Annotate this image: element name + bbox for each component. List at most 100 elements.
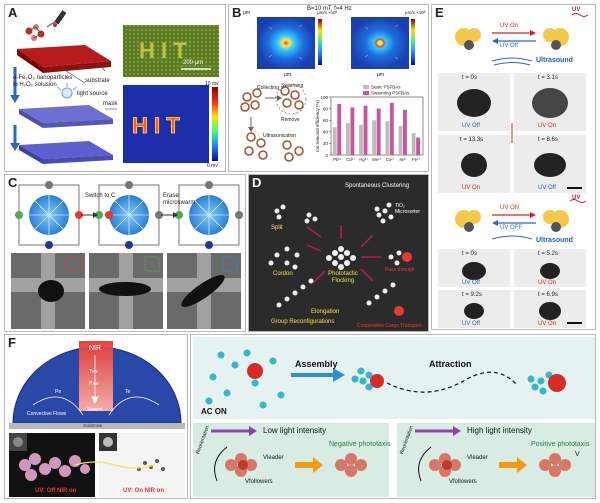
d-spontaneous: Spontaneous Clustering bbox=[345, 183, 410, 189]
dropper-icon bbox=[53, 10, 67, 27]
g-attraction: Attraction bbox=[429, 359, 472, 369]
e-top-schematic bbox=[455, 13, 589, 66]
x-tick-label: Pb²⁺ bbox=[333, 157, 342, 162]
legend-label: Swarming PSFBAs bbox=[371, 91, 410, 96]
e-top-uv-label: UV bbox=[572, 7, 581, 13]
e-bottom-uv-off: UV OFF bbox=[500, 225, 522, 231]
bar-static bbox=[372, 120, 377, 155]
label-scale-bar: 200 μm bbox=[183, 60, 204, 66]
label-substrate: substrate bbox=[85, 78, 110, 84]
lamp-icon bbox=[56, 83, 78, 99]
bar-swarming bbox=[363, 105, 368, 155]
c-step2-label: Erase microswarm bbox=[163, 193, 196, 206]
g-v-right: V bbox=[575, 451, 580, 458]
panel-d: D Spontaneous Clusteri bbox=[248, 174, 429, 332]
e-bot-f3-state: UV On bbox=[538, 321, 557, 327]
y-axis-label: Ion removal efficiency (%) bbox=[315, 100, 320, 152]
g-high-intensity: High light intensity bbox=[467, 426, 532, 435]
e-bot-f1-time: t = 5.2s bbox=[538, 251, 558, 257]
g-vfollowers-right: Vfollowers bbox=[449, 479, 477, 485]
bar-static bbox=[332, 127, 337, 155]
e-top-f0-time: t = 0s bbox=[462, 75, 477, 81]
d-tio2: TiO₂ Microsorter bbox=[395, 203, 421, 215]
x-tick-label: Co²⁺ bbox=[386, 157, 395, 162]
e-bottom-uv-label: UV bbox=[572, 195, 581, 201]
bar-swarming bbox=[403, 109, 407, 155]
sch-ultrasonication: Ultrasonication bbox=[263, 133, 297, 139]
panel-a: A bbox=[4, 4, 226, 172]
y-tick-label: 60 bbox=[323, 118, 329, 123]
legend-label: Static PSFBAs bbox=[371, 85, 401, 90]
panel-f: F NIR Tsw Psw Pe Te Swar bbox=[4, 334, 188, 499]
f-nir-label: NIR bbox=[89, 345, 102, 352]
f-right-caption: UV: On NIR on bbox=[123, 488, 164, 494]
panel-c-graphic bbox=[11, 181, 243, 329]
x-tick-label: Fe³⁺ bbox=[412, 157, 421, 162]
label-nanoparticles: α-Fe₂O₃ nanoparticles in H₂O₂ solusion bbox=[13, 75, 73, 88]
bar-static bbox=[345, 123, 350, 155]
field-label: B=10 mT, f=4 Hz bbox=[307, 6, 352, 12]
e-bot-f0-time: t = 0s bbox=[462, 251, 477, 257]
bar-swarming bbox=[350, 107, 355, 155]
f-convection: Convective Flows bbox=[27, 411, 67, 417]
d-pass: Pass through bbox=[385, 267, 415, 273]
c-step1-label: Switch to C bbox=[85, 193, 116, 199]
bar-static bbox=[359, 124, 363, 155]
e-bottom-uv-on: UV ON bbox=[500, 205, 520, 211]
panel-c: C bbox=[4, 174, 246, 332]
f-layer-psw: Psw bbox=[89, 381, 99, 387]
e-top-frames bbox=[438, 73, 586, 193]
d-center: Phototactic Flocking bbox=[328, 271, 358, 284]
panel-f-graphic bbox=[9, 341, 185, 497]
panel-g-graphic bbox=[193, 337, 595, 497]
e-bot-f0-state: UV Off bbox=[462, 280, 480, 286]
sch-swarming: Swarming bbox=[281, 83, 304, 89]
legend-swatch bbox=[363, 91, 369, 95]
bar-swarming bbox=[337, 103, 342, 155]
x-tick-label: Mn²⁺ bbox=[372, 157, 381, 162]
panel-e: E bbox=[431, 4, 596, 330]
b-cbar-left-unit: μm/s ×10³ bbox=[317, 10, 338, 15]
panel-b: B bbox=[228, 4, 429, 172]
panel-e-graphic bbox=[438, 13, 589, 328]
g-vleader-left: Vleader bbox=[263, 455, 284, 461]
g-assembly: Assembly bbox=[295, 359, 338, 369]
bar-swarming bbox=[389, 102, 394, 155]
f-left-caption: UV: Off NIR on bbox=[35, 488, 77, 494]
bar-static bbox=[411, 132, 416, 155]
e-top-f2-time: t = 13.3s bbox=[460, 137, 484, 143]
bar-static bbox=[385, 121, 390, 155]
x-tick-label: Ni²⁺ bbox=[400, 157, 408, 162]
e-bot-f2-state: UV Off bbox=[462, 321, 480, 327]
d-cordon: Cordon bbox=[273, 271, 293, 277]
c-schematic-1 bbox=[15, 181, 83, 249]
f-substrate: Substrate bbox=[83, 423, 103, 428]
svg-text:H I T: H I T bbox=[132, 113, 180, 138]
e-top-f3-time: t = 8.6s bbox=[538, 137, 558, 143]
b-xunit-right: μm bbox=[377, 72, 385, 78]
f-layer-te: Te bbox=[125, 389, 131, 395]
ion-removal-bar-chart: 0 20 40 60 80 100 Pb²⁺ Cd²⁺ Hg²⁺ Mn²⁺ Co²⁺ Ni²⁺ Fe³⁺… bbox=[315, 85, 424, 162]
panel-b-maps bbox=[240, 17, 415, 162]
y-tick-label: 20 bbox=[323, 141, 329, 146]
y-tick-label: 80 bbox=[323, 106, 329, 111]
molecule-icon bbox=[25, 24, 45, 41]
panel-f-label: F bbox=[8, 335, 16, 350]
bar-swarming bbox=[376, 108, 381, 155]
b-xunit-left: μm bbox=[284, 72, 292, 78]
d-elongation: Elongation bbox=[311, 309, 340, 315]
e-top-f1-time: t = 3.1s bbox=[538, 75, 558, 81]
e-top-ultrasound: Ultrasound bbox=[536, 57, 573, 64]
g-positive: Positive phototaxis bbox=[531, 441, 590, 448]
y-tick-label: 40 bbox=[323, 130, 329, 135]
colorbar-max: 10 mv bbox=[205, 81, 219, 87]
panel-d-label: D bbox=[252, 175, 262, 190]
d-cargo: Cooperative Cargo Transport bbox=[357, 323, 422, 329]
label-light-source: light source bbox=[77, 91, 108, 97]
panel-g: G Assembly Attraction AC ON Low lig bbox=[190, 334, 596, 499]
e-bottom-frames bbox=[438, 249, 586, 328]
b-yunit-left: μm bbox=[243, 10, 251, 16]
g-vleader-right: Vleader bbox=[467, 455, 488, 461]
g-ac-on: AC ON bbox=[201, 407, 227, 416]
y-tick-label: 0 bbox=[325, 153, 328, 158]
